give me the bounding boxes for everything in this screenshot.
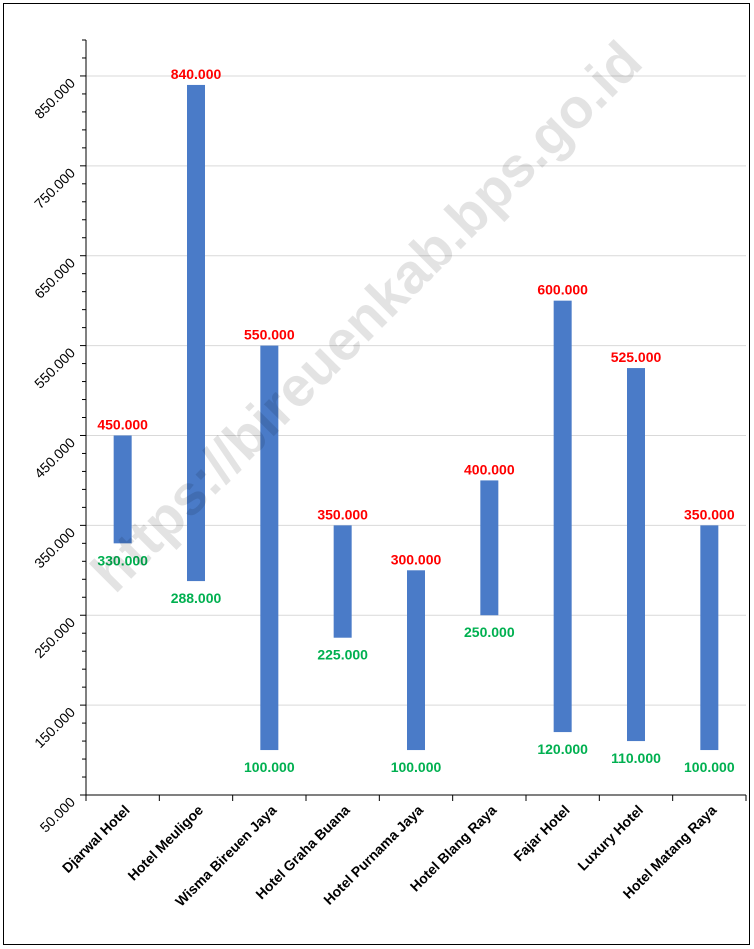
range-bar xyxy=(553,300,572,733)
bars xyxy=(113,84,719,751)
axes xyxy=(80,39,747,801)
range-bar xyxy=(260,345,279,751)
y-tick-label: 550.000 xyxy=(31,344,78,391)
category-label: Luxury Hotel xyxy=(574,802,646,874)
low-value-label: 100.000 xyxy=(244,759,295,775)
low-value-label: 288.000 xyxy=(171,590,222,606)
category-label: Hotel Meuligoe xyxy=(124,802,206,884)
high-value-label: 300.000 xyxy=(391,551,442,567)
high-value-label: 840.000 xyxy=(171,66,222,82)
y-tick-label: 850.000 xyxy=(31,75,78,122)
y-tick-label: 50.000 xyxy=(37,794,79,836)
range-bar xyxy=(700,525,719,751)
range-bar xyxy=(113,435,132,544)
range-bar xyxy=(333,525,352,638)
y-tick-label: 650.000 xyxy=(31,254,78,301)
low-value-label: 120.000 xyxy=(537,741,588,757)
low-value-label: 225.000 xyxy=(317,647,368,663)
range-bar xyxy=(480,480,499,616)
high-value-label: 350.000 xyxy=(684,506,735,522)
high-value-label: 525.000 xyxy=(611,349,662,365)
y-tick-label: 450.000 xyxy=(31,434,78,481)
high-value-label: 550.000 xyxy=(244,327,295,343)
low-value-label: 100.000 xyxy=(684,759,735,775)
y-tick-label: 750.000 xyxy=(31,164,78,211)
low-value-label: 330.000 xyxy=(97,552,148,568)
range-bar xyxy=(627,368,645,742)
category-label: Fajar Hotel xyxy=(510,802,572,864)
low-value-label: 250.000 xyxy=(464,624,515,640)
low-value-label: 100.000 xyxy=(391,759,442,775)
high-value-label: 400.000 xyxy=(464,461,515,477)
data-labels: 450.000 330.000 840.000 288.000 550.000 100.0… xyxy=(97,66,734,775)
y-tick-label: 150.000 xyxy=(31,704,78,751)
low-value-label: 110.000 xyxy=(611,750,661,766)
y-tick-label: 350.000 xyxy=(31,524,78,571)
range-bar xyxy=(187,84,205,582)
high-value-label: 600.000 xyxy=(537,282,588,298)
high-value-label: 450.000 xyxy=(97,416,148,432)
range-bar xyxy=(407,570,425,751)
y-axis-ticks: 50.000 150.000 250.000 350.000 450.000 550.00… xyxy=(31,75,78,836)
y-tick-label: 250.000 xyxy=(31,614,78,661)
high-value-label: 350.000 xyxy=(317,506,368,522)
